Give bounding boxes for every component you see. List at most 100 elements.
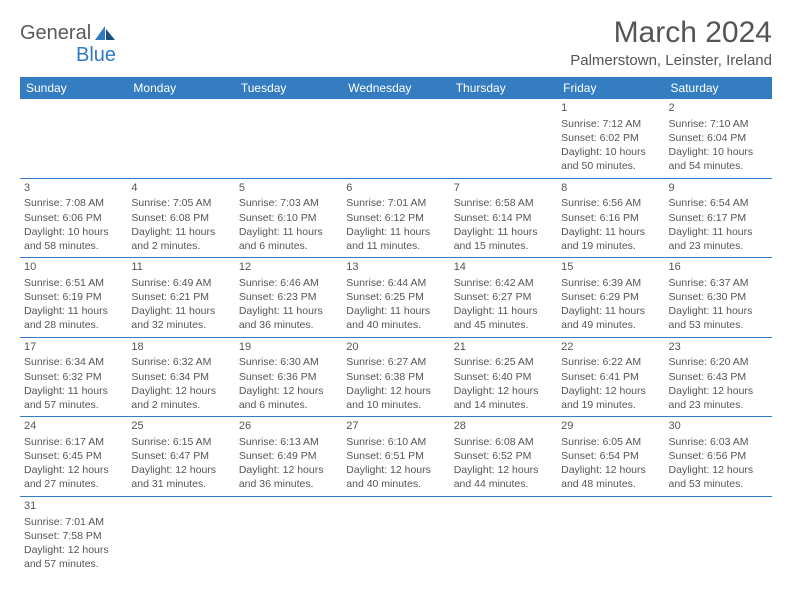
day-detail: Sunrise: 7:03 AM (239, 196, 338, 210)
day-detail: Sunrise: 7:12 AM (561, 117, 660, 131)
day-detail: and 57 minutes. (24, 398, 123, 412)
day-number: 9 (669, 181, 768, 196)
calendar-day: 23Sunrise: 6:20 AMSunset: 6:43 PMDayligh… (665, 337, 772, 417)
day-detail: and 27 minutes. (24, 477, 123, 491)
day-header: Monday (127, 77, 234, 99)
calendar-day: 8Sunrise: 6:56 AMSunset: 6:16 PMDaylight… (557, 178, 664, 258)
calendar-day: 3Sunrise: 7:08 AMSunset: 6:06 PMDaylight… (20, 178, 127, 258)
day-detail: Sunset: 7:58 PM (24, 529, 123, 543)
calendar-week: 1Sunrise: 7:12 AMSunset: 6:02 PMDaylight… (20, 99, 772, 178)
day-detail: Daylight: 11 hours (131, 304, 230, 318)
day-header: Friday (557, 77, 664, 99)
day-detail: and 11 minutes. (346, 239, 445, 253)
day-number: 28 (454, 419, 553, 434)
calendar-day: 15Sunrise: 6:39 AMSunset: 6:29 PMDayligh… (557, 258, 664, 338)
day-detail: Sunrise: 6:49 AM (131, 276, 230, 290)
day-detail: Sunrise: 6:03 AM (669, 435, 768, 449)
calendar-day: 16Sunrise: 6:37 AMSunset: 6:30 PMDayligh… (665, 258, 772, 338)
day-detail: Sunrise: 6:42 AM (454, 276, 553, 290)
calendar-empty (557, 496, 664, 575)
calendar-empty (450, 496, 557, 575)
day-detail: Daylight: 11 hours (669, 225, 768, 239)
calendar-empty (342, 99, 449, 178)
day-detail: Sunrise: 6:08 AM (454, 435, 553, 449)
day-detail: Sunset: 6:14 PM (454, 211, 553, 225)
day-detail: Sunrise: 7:08 AM (24, 196, 123, 210)
day-header: Saturday (665, 77, 772, 99)
day-detail: Sunset: 6:02 PM (561, 131, 660, 145)
day-detail: Sunrise: 7:01 AM (346, 196, 445, 210)
day-detail: Sunrise: 6:05 AM (561, 435, 660, 449)
calendar-empty (235, 496, 342, 575)
calendar-day: 12Sunrise: 6:46 AMSunset: 6:23 PMDayligh… (235, 258, 342, 338)
day-detail: Sunset: 6:08 PM (131, 211, 230, 225)
calendar-day: 4Sunrise: 7:05 AMSunset: 6:08 PMDaylight… (127, 178, 234, 258)
calendar-week: 17Sunrise: 6:34 AMSunset: 6:32 PMDayligh… (20, 337, 772, 417)
day-detail: and 2 minutes. (131, 239, 230, 253)
day-detail: Daylight: 11 hours (454, 225, 553, 239)
day-detail: Daylight: 12 hours (239, 463, 338, 477)
day-number: 4 (131, 181, 230, 196)
day-detail: Sunrise: 6:25 AM (454, 355, 553, 369)
day-detail: Sunrise: 6:22 AM (561, 355, 660, 369)
day-number: 26 (239, 419, 338, 434)
day-number: 12 (239, 260, 338, 275)
calendar-empty (450, 99, 557, 178)
calendar-day: 20Sunrise: 6:27 AMSunset: 6:38 PMDayligh… (342, 337, 449, 417)
day-number: 10 (24, 260, 123, 275)
day-detail: and 44 minutes. (454, 477, 553, 491)
day-detail: Sunset: 6:45 PM (24, 449, 123, 463)
day-detail: Sunset: 6:47 PM (131, 449, 230, 463)
calendar-empty (127, 496, 234, 575)
day-detail: Sunrise: 6:56 AM (561, 196, 660, 210)
day-detail: and 14 minutes. (454, 398, 553, 412)
calendar-week: 10Sunrise: 6:51 AMSunset: 6:19 PMDayligh… (20, 258, 772, 338)
day-number: 18 (131, 340, 230, 355)
day-detail: Sunset: 6:32 PM (24, 370, 123, 384)
day-detail: Sunset: 6:21 PM (131, 290, 230, 304)
day-detail: and 50 minutes. (561, 159, 660, 173)
day-detail: Sunrise: 6:34 AM (24, 355, 123, 369)
day-number: 31 (24, 499, 123, 514)
day-number: 5 (239, 181, 338, 196)
day-detail: and 36 minutes. (239, 318, 338, 332)
calendar-day: 18Sunrise: 6:32 AMSunset: 6:34 PMDayligh… (127, 337, 234, 417)
day-number: 11 (131, 260, 230, 275)
title-block: March 2024 Palmerstown, Leinster, Irelan… (570, 16, 772, 71)
day-detail: Sunset: 6:56 PM (669, 449, 768, 463)
day-number: 24 (24, 419, 123, 434)
day-detail: and 23 minutes. (669, 239, 768, 253)
day-number: 6 (346, 181, 445, 196)
day-detail: Sunrise: 6:51 AM (24, 276, 123, 290)
day-number: 23 (669, 340, 768, 355)
day-detail: Daylight: 11 hours (346, 225, 445, 239)
day-header-row: SundayMondayTuesdayWednesdayThursdayFrid… (20, 77, 772, 99)
day-detail: and 45 minutes. (454, 318, 553, 332)
calendar-day: 1Sunrise: 7:12 AMSunset: 6:02 PMDaylight… (557, 99, 664, 178)
day-number: 16 (669, 260, 768, 275)
day-detail: and 54 minutes. (669, 159, 768, 173)
day-detail: Daylight: 10 hours (24, 225, 123, 239)
day-header: Tuesday (235, 77, 342, 99)
day-detail: Sunset: 6:06 PM (24, 211, 123, 225)
day-number: 7 (454, 181, 553, 196)
calendar-day: 19Sunrise: 6:30 AMSunset: 6:36 PMDayligh… (235, 337, 342, 417)
day-number: 14 (454, 260, 553, 275)
day-detail: Sunrise: 6:27 AM (346, 355, 445, 369)
day-detail: Daylight: 10 hours (561, 145, 660, 159)
day-detail: Sunset: 6:04 PM (669, 131, 768, 145)
day-number: 30 (669, 419, 768, 434)
day-detail: Daylight: 10 hours (669, 145, 768, 159)
day-detail: Sunrise: 6:44 AM (346, 276, 445, 290)
day-detail: and 28 minutes. (24, 318, 123, 332)
day-header: Sunday (20, 77, 127, 99)
day-detail: Sunrise: 6:10 AM (346, 435, 445, 449)
day-detail: and 53 minutes. (669, 477, 768, 491)
day-detail: and 49 minutes. (561, 318, 660, 332)
day-number: 1 (561, 101, 660, 116)
day-number: 2 (669, 101, 768, 116)
day-number: 29 (561, 419, 660, 434)
day-detail: and 36 minutes. (239, 477, 338, 491)
calendar-day: 10Sunrise: 6:51 AMSunset: 6:19 PMDayligh… (20, 258, 127, 338)
day-number: 25 (131, 419, 230, 434)
